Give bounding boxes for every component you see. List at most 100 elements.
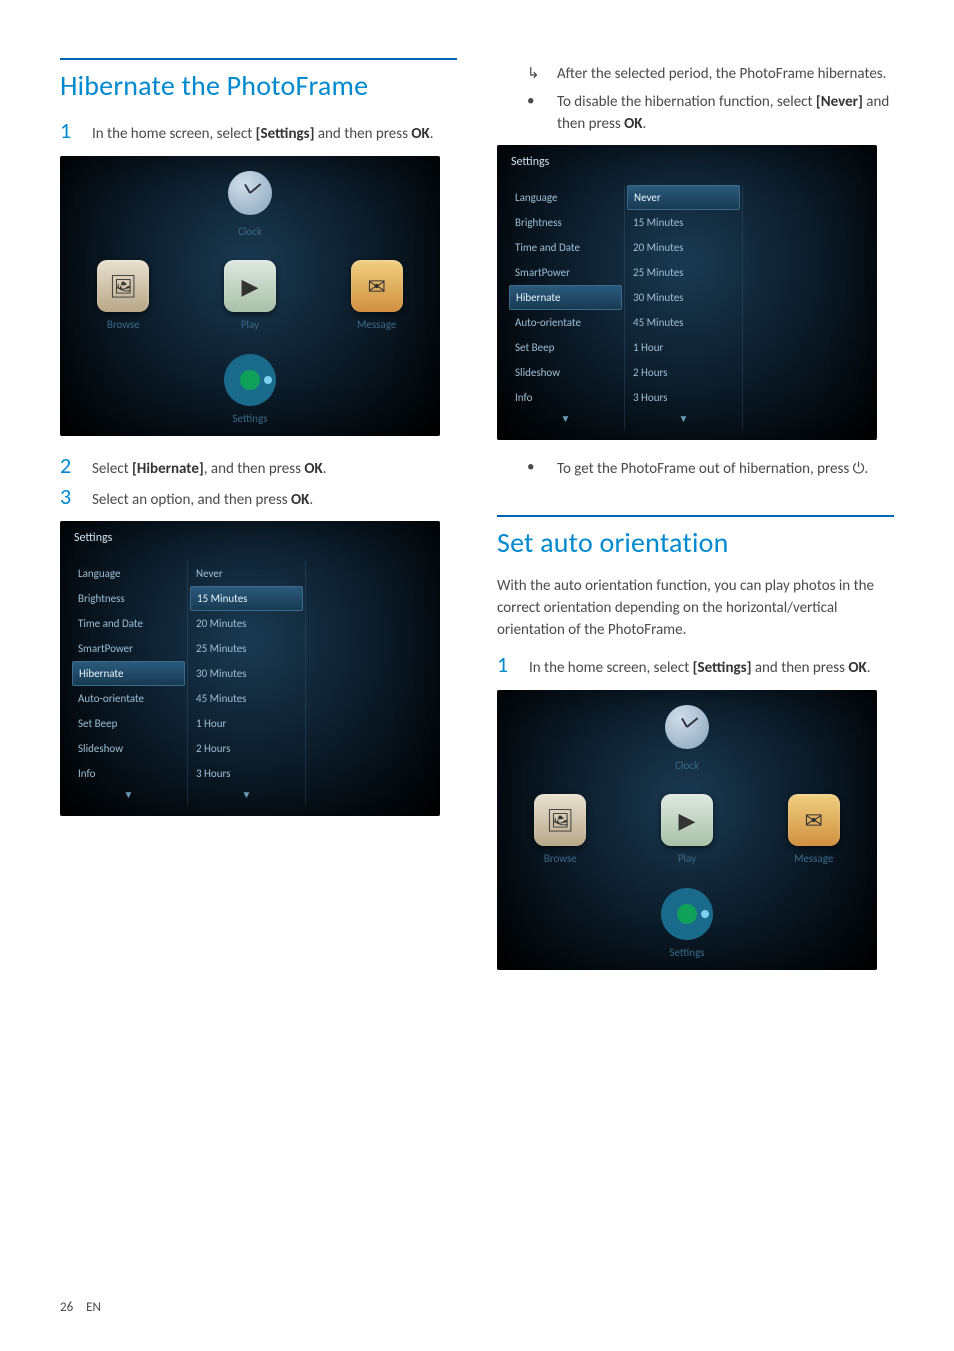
browse-icon: 🖼 xyxy=(97,260,149,312)
settings-left-item: Set Beep xyxy=(507,335,624,360)
settings-left-item: Set Beep xyxy=(70,711,187,736)
left-column: Hibernate the PhotoFrame 1 In the home s… xyxy=(60,58,457,988)
settings-left-item: Info xyxy=(507,385,624,410)
auto-orientation-intro: With the auto orientation function, you … xyxy=(497,576,894,641)
step-2: 2 Select [Hibernate], and then press OK. xyxy=(60,454,457,481)
settings-option-item: 3 Hours xyxy=(625,385,742,410)
settings-option-item: 25 Minutes xyxy=(188,636,305,661)
bullet-disable: • To disable the hibernation function, s… xyxy=(527,92,894,136)
screenshot-settings-2: Settings LanguageBrightnessTime and Date… xyxy=(497,145,877,440)
step-1: 1 In the home screen, select [Settings] … xyxy=(60,119,457,146)
home-browse: 🖼 Browse xyxy=(534,794,586,865)
step-3: 3 Select an option, and then press OK. xyxy=(60,485,457,512)
settings-option-item: 2 Hours xyxy=(625,360,742,385)
step-number: 2 xyxy=(60,454,78,478)
home-browse: 🖼 Browse xyxy=(97,260,149,331)
scroll-down-icon: ▼ xyxy=(70,786,187,801)
settings-left-item: Info xyxy=(70,761,187,786)
settings-left-list: LanguageBrightnessTime and DateSmartPowe… xyxy=(70,561,188,806)
home-clock: Clock xyxy=(661,701,713,772)
home-settings: Settings xyxy=(661,888,713,959)
home-message: ✉ Message xyxy=(788,794,840,865)
bullet-icon: • xyxy=(527,458,545,481)
home-message: ✉ Message xyxy=(351,260,403,331)
settings-left-item: Language xyxy=(507,185,624,210)
settings-option-item: 15 Minutes xyxy=(625,210,742,235)
section-rule xyxy=(497,515,894,517)
step-number: 3 xyxy=(60,485,78,509)
bullet-icon: • xyxy=(527,92,545,136)
step-text: In the home screen, select [Settings] an… xyxy=(529,658,871,680)
settings-option-item: 25 Minutes xyxy=(625,260,742,285)
settings-icon xyxy=(661,888,713,940)
settings-options-list: Never15 Minutes20 Minutes25 Minutes30 Mi… xyxy=(625,185,743,430)
settings-panel-title: Settings xyxy=(74,531,112,545)
settings-left-item: Slideshow xyxy=(507,360,624,385)
settings-left-item: Hibernate xyxy=(72,661,185,686)
settings-option-item: Never xyxy=(188,561,305,586)
settings-left-item: Brightness xyxy=(507,210,624,235)
settings-left-item: Language xyxy=(70,561,187,586)
heading-auto-orientation: Set auto orientation xyxy=(497,525,894,560)
settings-left-item: Auto-orientate xyxy=(70,686,187,711)
arrow-icon: ↳ xyxy=(527,64,545,86)
step-number: 1 xyxy=(60,119,78,143)
step-text: Select an option, and then press OK. xyxy=(92,490,313,512)
settings-left-item: Brightness xyxy=(70,586,187,611)
settings-option-item: 45 Minutes xyxy=(625,310,742,335)
step-text: Select [Hibernate], and then press OK. xyxy=(92,459,327,481)
settings-left-item: Slideshow xyxy=(70,736,187,761)
page-number: 26 xyxy=(60,1300,73,1315)
settings-left-item: Time and Date xyxy=(507,235,624,260)
play-icon: ▶ xyxy=(661,794,713,846)
settings-option-item: 45 Minutes xyxy=(188,686,305,711)
message-icon: ✉ xyxy=(351,260,403,312)
settings-left-item: SmartPower xyxy=(70,636,187,661)
settings-icon xyxy=(224,354,276,406)
settings-option-item: 15 Minutes xyxy=(190,586,303,611)
scroll-down-icon: ▼ xyxy=(188,786,305,801)
power-icon: ⏻ xyxy=(853,460,865,477)
settings-option-item: 30 Minutes xyxy=(188,661,305,686)
settings-option-item: Never xyxy=(627,185,740,210)
settings-option-item: 1 Hour xyxy=(625,335,742,360)
home-play: ▶ Play xyxy=(224,260,276,331)
settings-option-item: 1 Hour xyxy=(188,711,305,736)
settings-option-item: 2 Hours xyxy=(188,736,305,761)
steps-list: 1 In the home screen, select [Settings] … xyxy=(60,119,457,146)
play-icon: ▶ xyxy=(224,260,276,312)
settings-panel-title: Settings xyxy=(511,155,549,169)
message-icon: ✉ xyxy=(788,794,840,846)
settings-option-item: 20 Minutes xyxy=(188,611,305,636)
steps-list-2: 2 Select [Hibernate], and then press OK.… xyxy=(60,454,457,512)
screenshot-settings-1: Settings LanguageBrightnessTime and Date… xyxy=(60,521,440,816)
settings-option-item: 3 Hours xyxy=(188,761,305,786)
page-lang: EN xyxy=(86,1300,101,1315)
scroll-down-icon: ▼ xyxy=(625,410,742,425)
bullet-wake: • To get the PhotoFrame out of hibernati… xyxy=(527,458,894,481)
page-footer: 26 EN xyxy=(60,1300,101,1315)
screenshot-home-1: Clock 🖼 Browse ▶ Play ✉ Message xyxy=(60,156,440,436)
steps-list-auto: 1 In the home screen, select [Settings] … xyxy=(497,653,894,680)
scroll-down-icon: ▼ xyxy=(507,410,624,425)
step-text: In the home screen, select [Settings] an… xyxy=(92,124,434,146)
settings-left-item: Hibernate xyxy=(509,285,622,310)
step-1: 1 In the home screen, select [Settings] … xyxy=(497,653,894,680)
home-play: ▶ Play xyxy=(661,794,713,865)
heading-hibernate: Hibernate the PhotoFrame xyxy=(60,68,457,103)
settings-left-item: SmartPower xyxy=(507,260,624,285)
right-column: ↳ After the selected period, the PhotoFr… xyxy=(497,58,894,988)
step-number: 1 xyxy=(497,653,515,677)
result-line: ↳ After the selected period, the PhotoFr… xyxy=(527,64,894,86)
settings-options-list: Never15 Minutes20 Minutes25 Minutes30 Mi… xyxy=(188,561,306,806)
settings-left-item: Auto-orientate xyxy=(507,310,624,335)
settings-left-list: LanguageBrightnessTime and DateSmartPowe… xyxy=(507,185,625,430)
section-rule xyxy=(60,58,457,60)
settings-left-item: Time and Date xyxy=(70,611,187,636)
clock-icon xyxy=(224,167,276,219)
screenshot-home-2: Clock 🖼 Browse ▶ Play ✉ Message xyxy=(497,690,877,970)
home-settings: Settings xyxy=(224,354,276,425)
settings-option-item: 30 Minutes xyxy=(625,285,742,310)
browse-icon: 🖼 xyxy=(534,794,586,846)
clock-icon xyxy=(661,701,713,753)
